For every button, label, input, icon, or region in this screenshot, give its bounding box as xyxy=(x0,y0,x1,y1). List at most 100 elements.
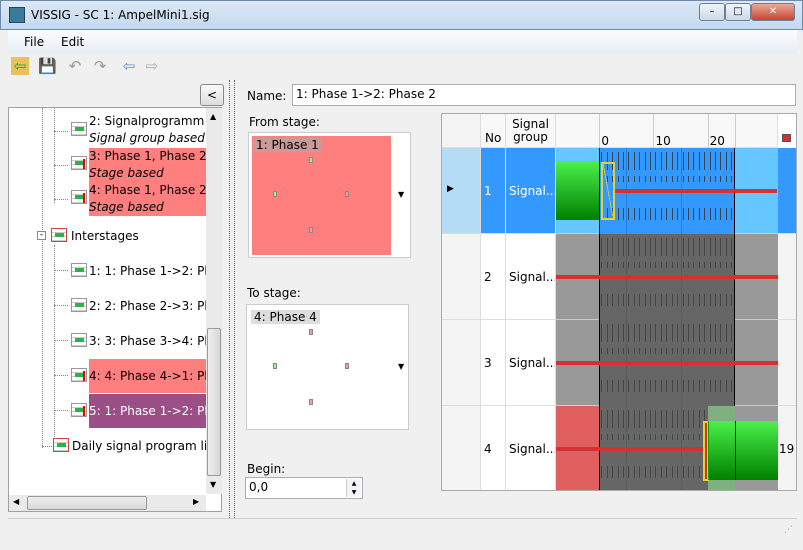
toolbar: ⇦ 💾 ↶ ↷ ⇦ ⇨ xyxy=(8,54,797,79)
redo-icon[interactable]: ↷ xyxy=(93,57,107,75)
second-tick xyxy=(731,380,733,392)
second-tick xyxy=(644,262,646,268)
second-tick xyxy=(628,208,630,220)
second-tick xyxy=(628,348,630,354)
tree-item-signal-program-4[interactable]: 4: Phase 1, Phase 2, Stage based xyxy=(89,182,207,216)
second-tick xyxy=(693,152,695,170)
second-tick xyxy=(606,410,608,428)
begin-spinner[interactable]: 0,0 xyxy=(245,477,363,499)
scroll-h-thumb[interactable] xyxy=(27,496,147,510)
row-no[interactable]: 4 xyxy=(481,406,506,490)
menu-edit[interactable]: Edit xyxy=(61,35,85,49)
second-tick xyxy=(601,380,603,392)
second-tick xyxy=(612,380,614,392)
second-tick xyxy=(709,152,711,170)
chevron-down-icon[interactable]: ▼ xyxy=(398,362,405,371)
second-tick xyxy=(687,238,689,256)
row-signal-group[interactable]: Signal... xyxy=(506,234,556,320)
second-tick xyxy=(715,324,717,342)
panel-splitter[interactable] xyxy=(229,80,235,518)
second-tick xyxy=(633,466,635,478)
second-tick xyxy=(655,176,657,182)
tree-item-interstage[interactable]: 2: 2: Phase 2->3: Pha xyxy=(89,299,206,313)
red-bar xyxy=(615,189,777,193)
interstage-icon xyxy=(71,263,87,277)
tree-item-interstages[interactable]: Interstages xyxy=(71,229,139,243)
scroll-up-icon[interactable]: ▲ xyxy=(210,112,217,121)
second-tick xyxy=(660,380,662,392)
header-no[interactable]: No xyxy=(481,114,506,148)
second-tick xyxy=(633,434,635,440)
maximize-button[interactable]: □ xyxy=(725,3,751,21)
second-tick xyxy=(612,434,614,440)
red-bar xyxy=(556,275,778,279)
undo-icon[interactable]: ↶ xyxy=(68,57,82,75)
row-header[interactable] xyxy=(442,406,481,490)
header-menu-icon[interactable] xyxy=(782,134,791,142)
scroll-left-icon[interactable]: ◀ xyxy=(13,497,20,506)
second-tick xyxy=(725,176,727,182)
tree-item-interstage[interactable]: 4: 4: Phase 4->1: Pha xyxy=(89,359,206,393)
row-signal-group[interactable]: Signal... xyxy=(506,148,556,234)
second-tick xyxy=(639,176,641,182)
second-tick xyxy=(682,324,684,342)
second-tick xyxy=(698,152,700,170)
tree-vertical-scrollbar[interactable]: ▲ ▼ xyxy=(206,108,222,494)
exit-icon[interactable]: ⇦ xyxy=(11,57,29,75)
second-tick xyxy=(601,324,603,342)
tree-item-signal-program-3[interactable]: 3: Phase 1, Phase 2, Stage based xyxy=(89,148,207,182)
begin-label: Begin: xyxy=(247,462,286,476)
menu-file[interactable]: File xyxy=(24,35,45,49)
minimize-button[interactable]: – xyxy=(699,3,725,21)
row-no[interactable]: 2 xyxy=(481,234,506,320)
row-no[interactable]: 1 xyxy=(481,148,506,234)
time-tick-label: 10 xyxy=(653,114,671,148)
second-tick xyxy=(639,380,641,392)
scroll-right-icon[interactable]: ▶ xyxy=(193,497,200,506)
to-stage-select[interactable]: 4: Phase 4 ▼ xyxy=(246,304,409,430)
header-signal-group[interactable]: Signal group xyxy=(506,114,556,148)
scroll-thumb[interactable] xyxy=(207,328,221,476)
second-tick xyxy=(720,348,722,354)
back-arrow-icon[interactable]: ⇦ xyxy=(122,57,136,75)
second-tick xyxy=(704,324,706,342)
spinner-buttons[interactable]: ▲ ▼ xyxy=(346,479,361,497)
resize-grip-icon[interactable]: ⋰ xyxy=(784,525,793,535)
forward-arrow-icon[interactable]: ⇨ xyxy=(145,57,159,75)
from-stage-select[interactable]: 1: Phase 1 ▼ xyxy=(248,132,411,258)
chevron-down-icon[interactable]: ▼ xyxy=(398,190,405,199)
collapse-panel-button[interactable]: < xyxy=(200,84,224,106)
second-tick xyxy=(687,208,689,220)
save-icon[interactable]: 💾 xyxy=(38,57,57,75)
second-tick xyxy=(671,176,673,182)
second-tick xyxy=(666,348,668,354)
tree-horizontal-scrollbar[interactable]: ◀ ▶ xyxy=(9,495,206,511)
row-header[interactable] xyxy=(442,320,481,406)
second-tick xyxy=(606,152,608,170)
second-tick xyxy=(715,208,717,220)
second-tick xyxy=(687,434,689,440)
tree-item-interstage[interactable]: 5: 1: Phase 1->2: Pha xyxy=(89,394,206,428)
row-header[interactable] xyxy=(442,234,481,320)
row-signal-group[interactable]: Signal... xyxy=(506,320,556,406)
tree-item-signal-program-2[interactable]: 2: Signalprogramm 2 Signal group based xyxy=(89,114,207,145)
name-input[interactable]: 1: Phase 1->2: Phase 2 xyxy=(292,84,796,106)
tree-item-interstage[interactable]: 3: 3: Phase 3->4: Pha xyxy=(89,334,206,348)
second-tick xyxy=(709,176,711,182)
second-tick xyxy=(650,262,652,268)
row-signal-group[interactable]: Signal... xyxy=(506,406,556,490)
second-tick xyxy=(666,434,668,440)
row-no[interactable]: 3 xyxy=(481,320,506,406)
second-tick xyxy=(709,324,711,342)
close-button[interactable]: ✕ xyxy=(751,3,795,21)
collapse-interstages-icon[interactable]: - xyxy=(37,231,46,240)
interstage-icon xyxy=(71,298,87,312)
tree-item-daily-signal-program-list[interactable]: Daily signal program list xyxy=(72,439,219,453)
interstage-icon xyxy=(71,403,87,417)
tree-item-interstage[interactable]: 1: 1: Phase 1->2: Pha xyxy=(89,264,206,278)
row-header[interactable]: ▶ xyxy=(442,148,481,234)
scroll-down-icon[interactable]: ▼ xyxy=(210,480,217,489)
second-tick xyxy=(639,348,641,354)
second-tick xyxy=(693,208,695,220)
second-tick xyxy=(639,238,641,256)
